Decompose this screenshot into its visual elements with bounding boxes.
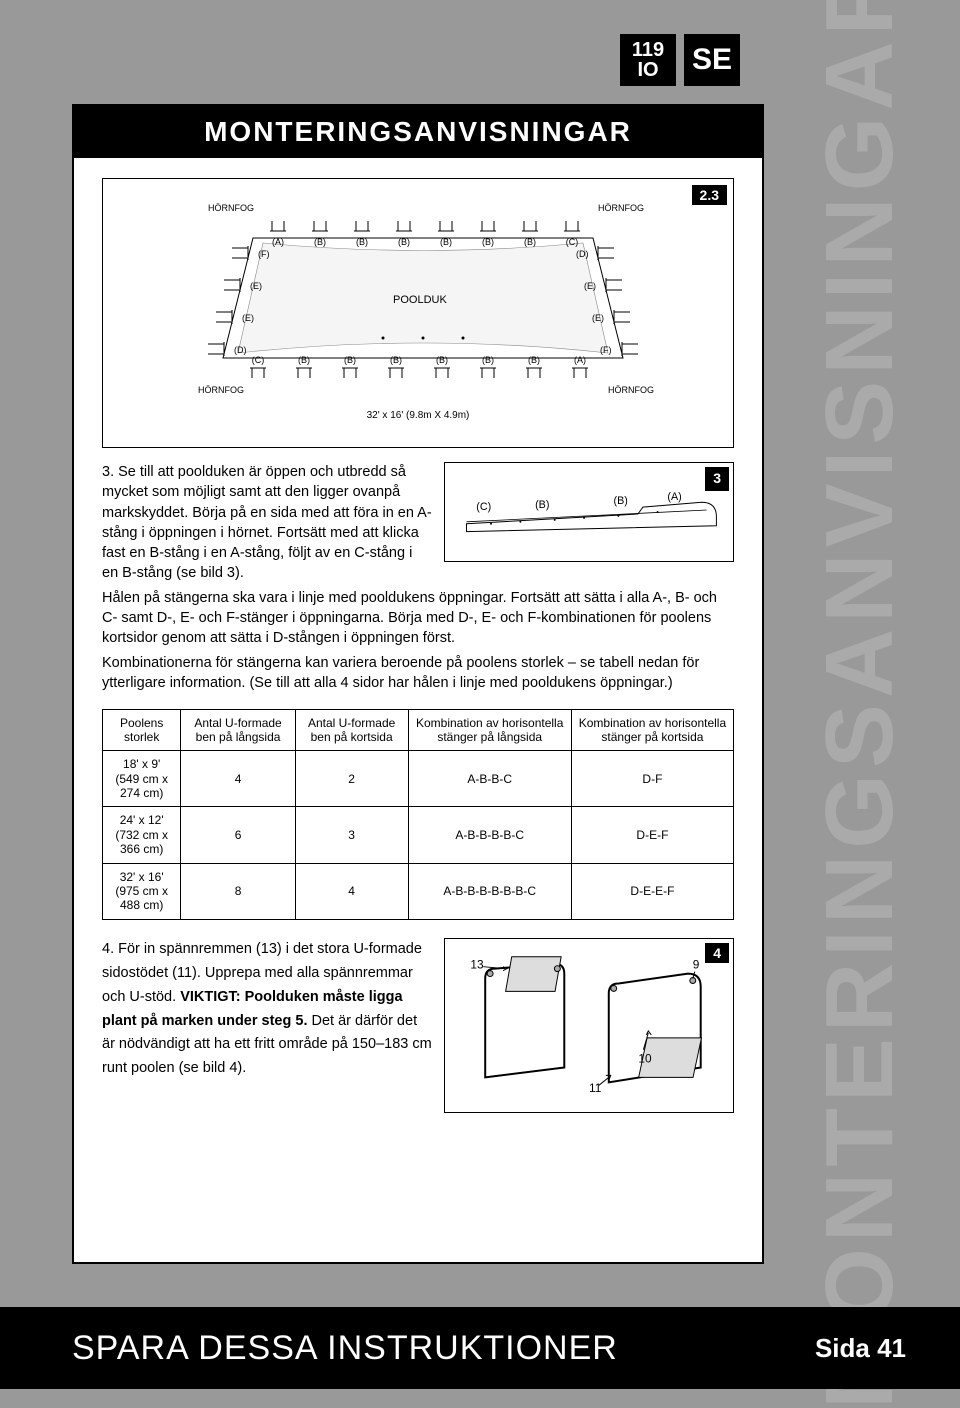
svg-text:(C): (C) (252, 355, 265, 365)
svg-text:(D): (D) (576, 249, 589, 259)
svg-text:(C): (C) (566, 237, 579, 247)
fig-num-3: 3 (705, 467, 729, 491)
pool-diagram-svg: HÖRNFOG HÖRNFOG HÖRNFOG HÖRNFOG POOLDUK … (103, 179, 733, 447)
badge-119-bottom: IO (637, 60, 658, 80)
step3-svg: (C) (B) (B) (A) (445, 463, 733, 561)
footer-left: SPARA DESSA INSTRUKTIONER (0, 1329, 815, 1368)
s4-l11: 11 (589, 1081, 602, 1095)
table-row: 18' x 9'(549 cm x 274 cm)42A-B-B-CD-F (103, 751, 734, 807)
step4-text: 4. För in spännremmen (13) i det stora U… (102, 938, 432, 1082)
svg-text:(B): (B) (528, 355, 540, 365)
step3: 3. Se till att poolduken är öppen och ut… (102, 462, 734, 693)
cell-c2: 8 (181, 863, 295, 919)
th-1: Antal U-formade ben på långsida (181, 710, 295, 751)
step3-figure: 3 (C) (B) (B) (A) (444, 462, 734, 562)
page: 119 IO SE MONTERINGSANVISNINGAR MONTERIN… (0, 0, 960, 1389)
svg-text:(B): (B) (356, 237, 368, 247)
corner-label-tr: HÖRNFOG (598, 203, 644, 213)
s3-label-a: (A) (667, 491, 681, 503)
badge-119-top: 119 (632, 40, 664, 60)
svg-text:(A): (A) (574, 355, 586, 365)
svg-text:(B): (B) (390, 355, 402, 365)
step4-svg: 13 9 10 11 (445, 939, 733, 1112)
th-2: Antal U-formade ben på kortsida (295, 710, 408, 751)
cell-c3: 4 (295, 863, 408, 919)
cell-c4: A-B-B-B-B-B-B-C (408, 863, 571, 919)
table-row: 24' x 12'(732 cm x 366 cm)63A-B-B-B-B-CD… (103, 807, 734, 863)
s4-l10: 10 (638, 1051, 652, 1065)
corner-label-tl: HÖRNFOG (208, 203, 254, 213)
fig-num-4: 4 (705, 943, 729, 963)
th-3: Kombination av horisontella stänger på l… (408, 710, 571, 751)
cell-size: 24' x 12'(732 cm x 366 cm) (103, 807, 181, 863)
step3-body-c: Kombinationerna för stängerna kan varier… (102, 653, 734, 694)
poolduk-label: POOLDUK (393, 294, 447, 306)
cell-c5: D-F (571, 751, 733, 807)
cell-c2: 6 (181, 807, 295, 863)
fig-num-2-3: 2.3 (692, 185, 727, 205)
svg-text:(E): (E) (592, 313, 604, 323)
header-badges: 119 IO SE (620, 34, 740, 86)
badge-se-text: SE (692, 43, 732, 77)
s3-label-b1: (B) (535, 499, 549, 511)
cell-c5: D-E-F (571, 807, 733, 863)
step3-text-a: 3. Se till att poolduken är öppen och ut… (102, 462, 432, 584)
svg-text:(B): (B) (314, 237, 326, 247)
svg-text:(B): (B) (436, 355, 448, 365)
side-title: MONTERINGSANVISNINGAR (780, 104, 940, 1264)
content-frame: MONTERINGSANVISNINGAR 2.3 HÖRNFOG HÖRNFO… (72, 104, 764, 1264)
svg-text:(B): (B) (524, 237, 536, 247)
corner-label-bl: HÖRNFOG (198, 385, 244, 395)
table-row: 32' x 16'(975 cm x 488 cm)84A-B-B-B-B-B-… (103, 863, 734, 919)
corner-label-br: HÖRNFOG (608, 385, 654, 395)
svg-text:(B): (B) (398, 237, 410, 247)
svg-text:(D): (D) (234, 345, 247, 355)
footer: SPARA DESSA INSTRUKTIONER Sida 41 (0, 1307, 960, 1389)
s4-l13: 13 (470, 957, 484, 971)
s3-label-b2: (B) (614, 495, 628, 507)
step3-body-a: Se till att poolduken är öppen och utbre… (102, 464, 432, 581)
side-title-text: MONTERINGSANVISNINGAR (805, 0, 915, 1408)
s4-l9: 9 (693, 957, 700, 971)
footer-right: Sida 41 (815, 1333, 960, 1364)
diagram-caption: 32' x 16' (9.8m X 4.9m) (367, 410, 470, 421)
svg-text:(B): (B) (482, 237, 494, 247)
cell-c3: 3 (295, 807, 408, 863)
th-4: Kombination av horisontella stänger på k… (571, 710, 733, 751)
cell-c5: D-E-E-F (571, 863, 733, 919)
diagram-2-3: 2.3 HÖRNFOG HÖRNFOG HÖRNFOG HÖRNFOG POOL… (102, 178, 734, 448)
svg-text:(E): (E) (584, 281, 596, 291)
step3-body-b: Hålen på stängerna ska vara i linje med … (102, 588, 734, 649)
s3-label-c: (C) (476, 501, 491, 513)
svg-text:(A): (A) (272, 237, 284, 247)
cell-c4: A-B-B-C (408, 751, 571, 807)
step4-figure: 4 13 9 10 (444, 938, 734, 1113)
svg-text:(B): (B) (344, 355, 356, 365)
svg-text:(F): (F) (258, 249, 270, 259)
title-bar: MONTERINGSANVISNINGAR (74, 106, 762, 158)
svg-text:(E): (E) (242, 313, 254, 323)
svg-text:(B): (B) (440, 237, 452, 247)
pole-table: Poolens storlek Antal U-formade ben på l… (102, 709, 734, 920)
svg-text:(B): (B) (298, 355, 310, 365)
step4: 4. För in spännremmen (13) i det stora U… (102, 938, 734, 1082)
cell-size: 32' x 16'(975 cm x 488 cm) (103, 863, 181, 919)
cell-c2: 4 (181, 751, 295, 807)
badge-se: SE (684, 34, 740, 86)
th-0: Poolens storlek (103, 710, 181, 751)
step3-num: 3. (102, 464, 114, 480)
svg-text:(E): (E) (250, 281, 262, 291)
svg-text:(F): (F) (600, 345, 612, 355)
cell-size: 18' x 9'(549 cm x 274 cm) (103, 751, 181, 807)
step4-num: 4. (102, 941, 114, 957)
svg-text:(B): (B) (482, 355, 494, 365)
cell-c3: 2 (295, 751, 408, 807)
cell-c4: A-B-B-B-B-C (408, 807, 571, 863)
badge-119-io: 119 IO (620, 34, 676, 86)
